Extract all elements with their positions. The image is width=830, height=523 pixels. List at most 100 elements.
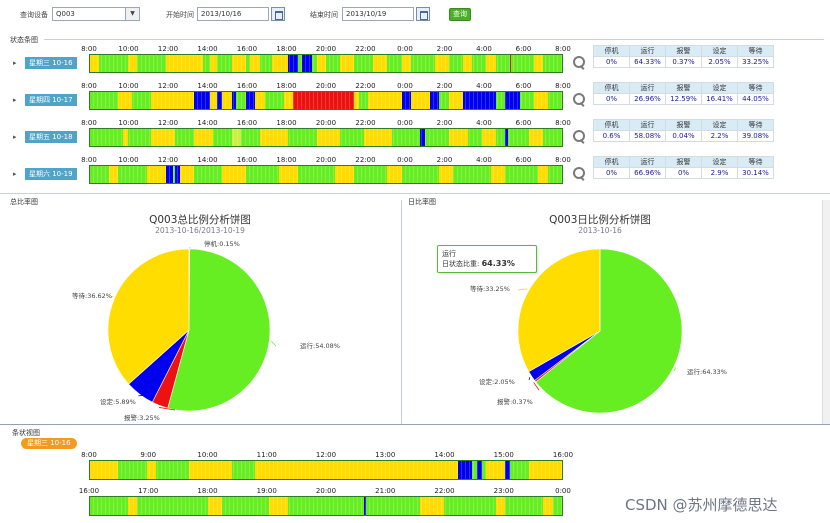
tick-label: 2:00: [436, 156, 453, 164]
status-segment: [118, 166, 147, 183]
magnifier-icon[interactable]: [572, 55, 586, 69]
pie-slice[interactable]: [517, 248, 601, 373]
timeline-section-title: 条状视图: [12, 429, 40, 437]
status-segment: [448, 55, 463, 72]
tick-label: 20:00: [315, 45, 337, 53]
timeline-day-tag[interactable]: 星期三 10-16: [21, 438, 77, 449]
chevron-down-icon[interactable]: ▼: [125, 8, 139, 20]
query-button[interactable]: 查询: [449, 8, 471, 21]
pie-leader-line: [159, 407, 176, 411]
daily-pie-subtitle: 2013-10-16: [578, 226, 622, 235]
status-segment: [127, 129, 152, 146]
tick-label: 4:00: [476, 45, 492, 53]
day-tag[interactable]: 星期五 10-18: [25, 131, 77, 143]
status-segment: [387, 166, 402, 183]
stat-header-row: 停机 运行 报警 设定 等待: [593, 156, 774, 168]
status-bar[interactable]: [89, 165, 563, 184]
day-tag[interactable]: 星期六 10-19: [25, 168, 77, 180]
expand-arrow-icon[interactable]: ▸: [13, 133, 17, 141]
status-segment: [165, 55, 204, 72]
status-segment: [481, 129, 496, 146]
tick-label: 0:00: [397, 119, 413, 127]
status-segment: [151, 129, 175, 146]
end-calendar-icon[interactable]: [416, 7, 430, 21]
total-pie-title: Q003总比例分析饼图: [149, 214, 251, 226]
timeline-segment: [486, 461, 506, 479]
status-segment: [533, 92, 548, 109]
timeline-bar[interactable]: [89, 460, 563, 480]
day-tag[interactable]: 星期三 10-16: [25, 57, 77, 69]
pie-slice[interactable]: [167, 248, 271, 412]
tick-label: 2:00: [436, 45, 453, 53]
status-bar[interactable]: [89, 91, 563, 110]
status-segment: [326, 55, 341, 72]
expand-arrow-icon[interactable]: ▸: [13, 96, 17, 104]
status-segment: [495, 92, 506, 109]
pie-slice-label: 设定:5.89%: [100, 397, 136, 406]
status-segment: [533, 55, 544, 72]
tick-label: 18:00: [276, 82, 297, 90]
tick-label: 12:00: [157, 82, 179, 90]
status-segment: [448, 92, 463, 109]
day-tag[interactable]: 星期四 10-17: [25, 94, 77, 106]
pie-leader-line: [517, 288, 528, 291]
status-segment: [90, 166, 109, 183]
magnifier-icon[interactable]: [572, 166, 586, 180]
status-segment: [193, 166, 223, 183]
start-calendar-icon[interactable]: [271, 7, 285, 21]
timeline-segment: [146, 461, 157, 479]
timeline-bar-texture: [90, 461, 562, 479]
pie-slice[interactable]: [535, 248, 683, 414]
timeline-segment: [366, 497, 421, 515]
end-date-input[interactable]: 2013/10/19: [342, 7, 414, 21]
stat-value-cell: 44.05%: [737, 93, 774, 105]
status-segment: [316, 129, 341, 146]
pie-slice-label: 运行:54.08%: [300, 341, 340, 350]
scrollbar-track[interactable]: [822, 200, 830, 424]
tick-label: 20:00: [315, 119, 337, 127]
tick-label: 22:00: [355, 156, 376, 164]
status-segment: [519, 92, 534, 109]
total-pie-section-title: 总比率图: [10, 198, 38, 206]
start-date-input[interactable]: 2013/10/16: [197, 7, 269, 21]
timeline-segment: [288, 497, 364, 515]
timeline-tick-label: 17:00: [138, 487, 159, 495]
device-select[interactable]: Q003 ▼: [52, 7, 140, 21]
status-segment: [547, 92, 562, 109]
status-segment: [259, 129, 289, 146]
timeline-tick-label: 21:00: [375, 487, 396, 495]
status-segment: [401, 166, 440, 183]
status-bar[interactable]: [89, 128, 563, 147]
stat-value-cell: 2.2%: [701, 130, 738, 142]
status-segment: [174, 166, 180, 183]
expand-arrow-icon[interactable]: ▸: [13, 170, 17, 178]
stat-table: 停机 运行 报警 设定 等待 0% 64.33% 0.37% 2.05% 33.25%: [593, 45, 774, 68]
status-segment: [484, 92, 496, 109]
stat-value-cell: 33.25%: [737, 56, 774, 68]
magnifier-icon[interactable]: [572, 92, 586, 106]
expand-arrow-icon[interactable]: ▸: [13, 59, 17, 67]
start-date-label: 开始时间: [166, 11, 194, 19]
end-date-label: 结束时间: [310, 11, 338, 19]
status-segment: [507, 129, 529, 146]
timeline-segment: [472, 461, 478, 479]
tick-label: 8:00: [555, 82, 571, 90]
status-segment: [495, 129, 506, 146]
status-segment: [217, 55, 232, 72]
status-segment: [123, 129, 128, 146]
magnifier-icon[interactable]: [572, 129, 586, 143]
stat-value-row: 0% 64.33% 0.37% 2.05% 33.25%: [593, 56, 774, 68]
pie-slice[interactable]: [107, 248, 190, 385]
stat-value-cell: 30.14%: [737, 167, 774, 179]
tick-label: 16:00: [236, 119, 258, 127]
status-segment: [302, 55, 312, 72]
status-segment: [146, 166, 166, 183]
timeline-tick-label: 10:00: [197, 451, 218, 459]
status-segment: [118, 92, 133, 109]
status-segment: [373, 55, 388, 72]
tick-label: 14:00: [197, 45, 218, 53]
timeline-bar[interactable]: [89, 496, 563, 516]
status-segment: [245, 55, 251, 72]
status-bar[interactable]: [89, 54, 563, 73]
status-segment: [90, 129, 124, 146]
